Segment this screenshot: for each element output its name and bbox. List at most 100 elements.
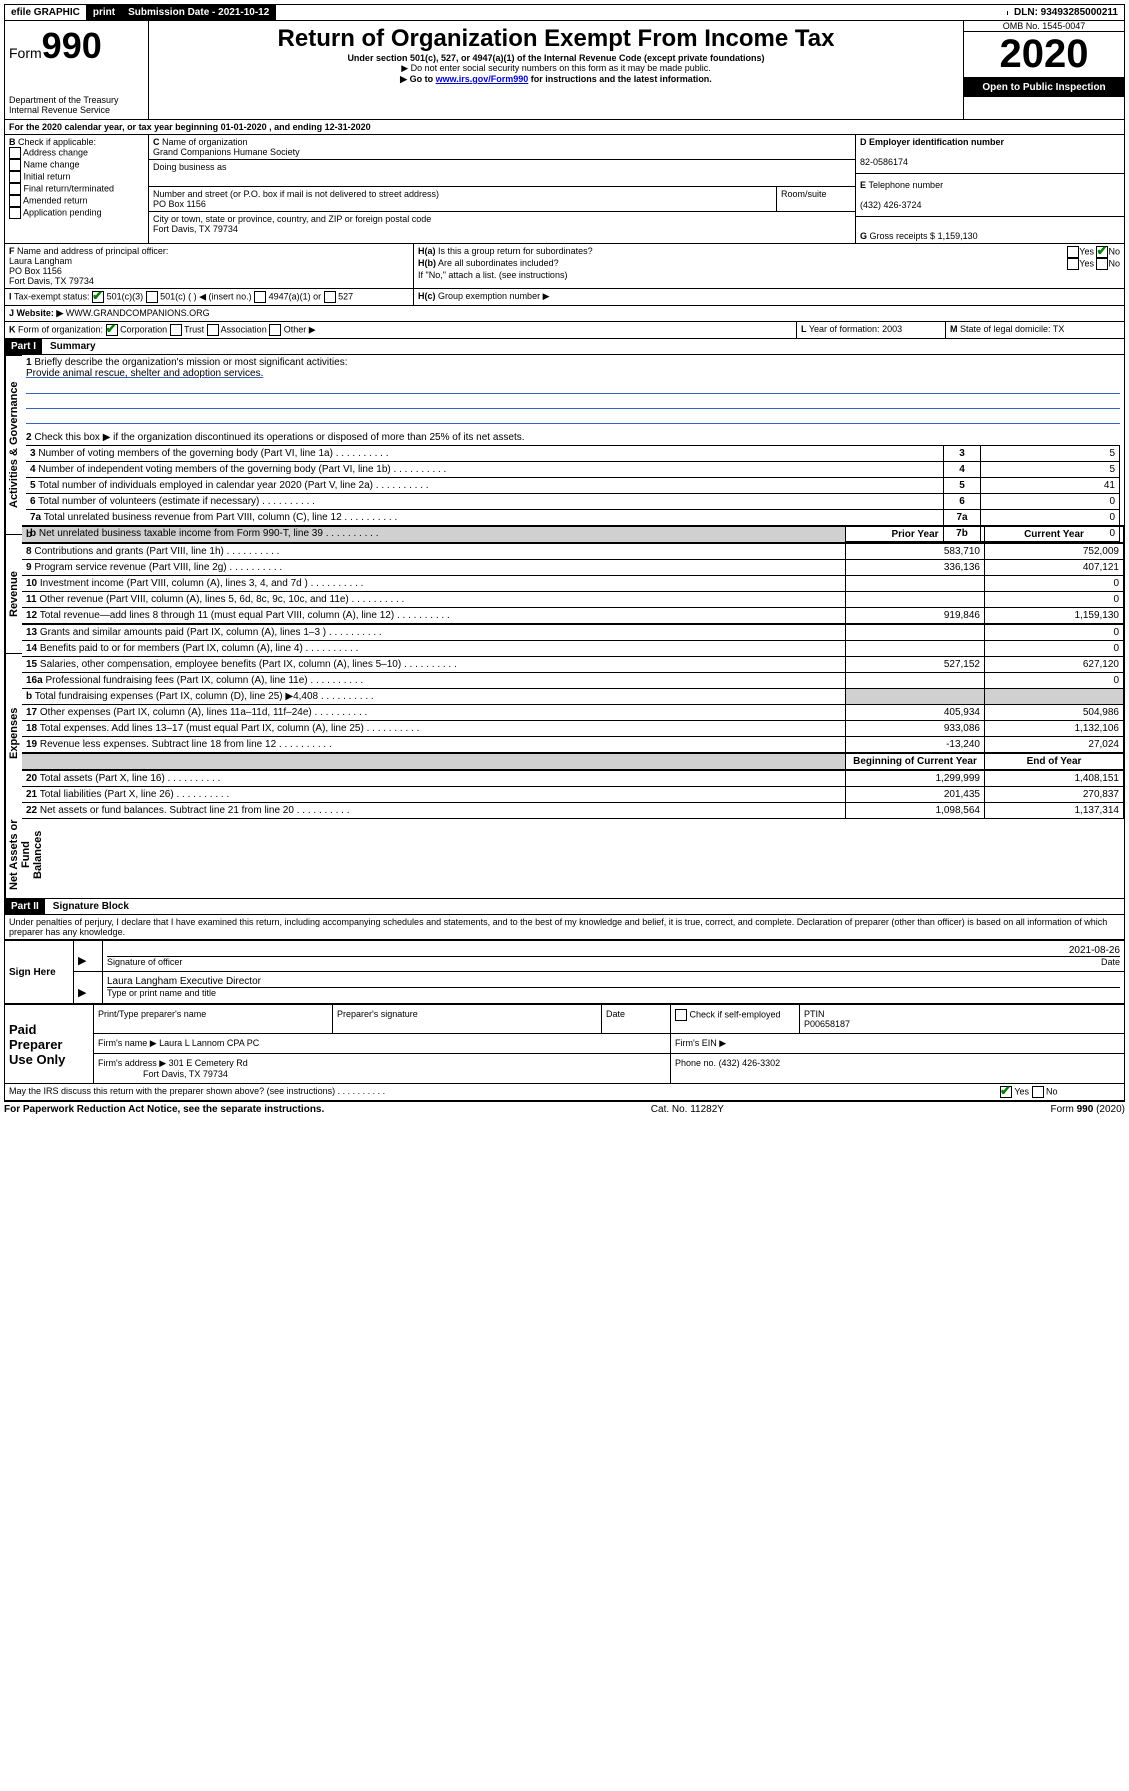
state-domicile: TX — [1053, 324, 1065, 334]
gov-row: 4 Number of independent voting members o… — [26, 462, 1120, 478]
main-title: Return of Organization Exempt From Incom… — [153, 25, 959, 53]
begin-year-hdr: Beginning of Current Year — [846, 754, 985, 770]
phone: (432) 426-3724 — [860, 200, 922, 210]
data-row: 22 Net assets or fund balances. Subtract… — [22, 803, 1124, 819]
discuss-yes[interactable] — [1000, 1086, 1012, 1098]
check-b-col: B Check if applicable: Address change Na… — [5, 135, 149, 243]
gov-row: 6 Total number of volunteers (estimate i… — [26, 494, 1120, 510]
data-row: 15 Salaries, other compensation, employe… — [22, 657, 1124, 673]
te-501c[interactable] — [146, 291, 158, 303]
part1-header: Part I Summary — [4, 339, 1125, 355]
ein: 82-0586174 — [860, 157, 908, 167]
tax-year-line: For the 2020 calendar year, or tax year … — [5, 120, 1124, 134]
line-a: For the 2020 calendar year, or tax year … — [4, 120, 1125, 135]
self-employed-checkbox[interactable] — [675, 1009, 687, 1021]
data-row: 14 Benefits paid to or for members (Part… — [22, 641, 1124, 657]
city-state-zip: Fort Davis, TX 79734 — [153, 224, 238, 234]
hb-yes[interactable] — [1067, 258, 1079, 270]
goto-note: ▶ Go to www.irs.gov/Form990 for instruct… — [153, 74, 959, 85]
data-row: 9 Program service revenue (Part VIII, li… — [22, 560, 1124, 576]
tax-exempt-row: I Tax-exempt status: 501(c)(3) 501(c) ( … — [4, 289, 1125, 306]
data-row: 19 Revenue less expenses. Subtract line … — [22, 737, 1124, 753]
dept-treasury: Department of the Treasury Internal Reve… — [9, 95, 144, 115]
website-row: J Website: ▶ WWW.GRANDCOMPANIONS.ORG — [4, 306, 1125, 322]
klm-row: K Form of organization: Corporation Trus… — [4, 322, 1125, 339]
form-footer: Form 990 (2020) — [1051, 1104, 1125, 1115]
k-corp[interactable] — [106, 324, 118, 336]
data-row: 17 Other expenses (Part IX, column (A), … — [22, 705, 1124, 721]
data-row: 11 Other revenue (Part VIII, column (A),… — [22, 592, 1124, 608]
name-address-col: C Name of organization Grand Companions … — [149, 135, 855, 243]
firm-name: Laura L Lannom CPA PC — [159, 1038, 259, 1048]
amended-checkbox[interactable] — [9, 195, 21, 207]
pending-checkbox[interactable] — [9, 207, 21, 219]
form-label: Form990 — [9, 45, 102, 61]
submission-date: Submission Date - 2021-10-12 — [122, 5, 276, 20]
website: WWW.GRANDCOMPANIONS.ORG — [66, 308, 210, 318]
firm-addr2: Fort Davis, TX 79734 — [143, 1069, 228, 1079]
open-public: Open to Public Inspection — [964, 78, 1124, 97]
gov-row: 5 Total number of individuals employed i… — [26, 478, 1120, 494]
ha-no[interactable] — [1096, 246, 1108, 258]
data-row: 21 Total liabilities (Part X, line 26)20… — [22, 787, 1124, 803]
discuss-no[interactable] — [1032, 1086, 1044, 1098]
irs-link[interactable]: www.irs.gov/Form990 — [436, 74, 529, 84]
org-name: Grand Companions Humane Society — [153, 147, 300, 157]
firm-phone: (432) 426-3302 — [719, 1058, 781, 1068]
data-row: 10 Investment income (Part VIII, column … — [22, 576, 1124, 592]
year-formation: 2003 — [882, 324, 902, 334]
current-year-hdr: Current Year — [985, 527, 1124, 543]
addr-change-checkbox[interactable] — [9, 147, 21, 159]
k-trust[interactable] — [170, 324, 182, 336]
right-info-col: D Employer identification number 82-0586… — [855, 135, 1124, 243]
print-button[interactable]: print — [87, 5, 122, 20]
dln: DLN: 93493285000211 — [1008, 5, 1124, 20]
te-501c3[interactable] — [92, 291, 104, 303]
part1-body: Activities & Governance Revenue Expenses… — [4, 355, 1125, 899]
paid-preparer-table: Paid Preparer Use Only Print/Type prepar… — [4, 1004, 1125, 1084]
efile-label: efile GRAPHIC — [5, 5, 87, 20]
mission-q: Briefly describe the organization's miss… — [34, 357, 347, 368]
cat-no: Cat. No. 11282Y — [651, 1104, 724, 1115]
room-suite: Room/suite — [777, 187, 855, 211]
data-row: 20 Total assets (Part X, line 16)1,299,9… — [22, 771, 1124, 787]
q2: Check this box ▶ if the organization dis… — [34, 432, 524, 443]
gov-row: 7a Total unrelated business revenue from… — [26, 510, 1120, 526]
te-527[interactable] — [324, 291, 336, 303]
te-4947[interactable] — [254, 291, 266, 303]
officer-name: Laura Langham — [9, 256, 72, 266]
street-address: PO Box 1156 — [153, 199, 206, 209]
end-year-hdr: End of Year — [985, 754, 1124, 770]
footer: For Paperwork Reduction Act Notice, see … — [4, 1101, 1125, 1115]
net-label: Net Assets or Fund Balances — [5, 812, 22, 898]
name-change-checkbox[interactable] — [9, 159, 21, 171]
hb-no[interactable] — [1096, 258, 1108, 270]
top-bar: efile GRAPHIC print Submission Date - 20… — [4, 4, 1125, 21]
officer-typed-name: Laura Langham Executive Director — [107, 976, 261, 987]
gov-label: Activities & Governance — [5, 355, 22, 534]
gov-row: 3 Number of voting members of the govern… — [26, 446, 1120, 462]
initial-checkbox[interactable] — [9, 171, 21, 183]
data-row: 16a Professional fundraising fees (Part … — [22, 673, 1124, 689]
k-assoc[interactable] — [207, 324, 219, 336]
ptin: P00658187 — [804, 1019, 850, 1029]
subtitle: Under section 501(c), 527, or 4947(a)(1)… — [153, 53, 959, 63]
ssn-note: ▶ Do not enter social security numbers o… — [153, 63, 959, 74]
paid-prep-label: Paid Preparer Use Only — [5, 1005, 94, 1084]
discuss-row: May the IRS discuss this return with the… — [4, 1084, 1125, 1101]
final-checkbox[interactable] — [9, 183, 21, 195]
entity-block: B Check if applicable: Address change Na… — [4, 135, 1125, 244]
data-row: 8 Contributions and grants (Part VIII, l… — [22, 544, 1124, 560]
officer-h-block: F Name and address of principal officer:… — [4, 244, 1125, 289]
part2-header: Part II Signature Block — [4, 899, 1125, 915]
exp-label: Expenses — [5, 653, 22, 812]
perjury-decl: Under penalties of perjury, I declare th… — [4, 915, 1125, 940]
sign-here-table: Sign Here ▶ 2021-08-26 Signature of offi… — [4, 940, 1125, 1004]
rev-label: Revenue — [5, 534, 22, 653]
sign-here-label: Sign Here — [5, 941, 74, 1004]
sig-date: 2021-08-26 — [1069, 945, 1120, 956]
gross-receipts: 1,159,130 — [938, 231, 978, 241]
k-other[interactable] — [269, 324, 281, 336]
ha-yes[interactable] — [1067, 246, 1079, 258]
mission-text: Provide animal rescue, shelter and adopt… — [26, 368, 263, 379]
